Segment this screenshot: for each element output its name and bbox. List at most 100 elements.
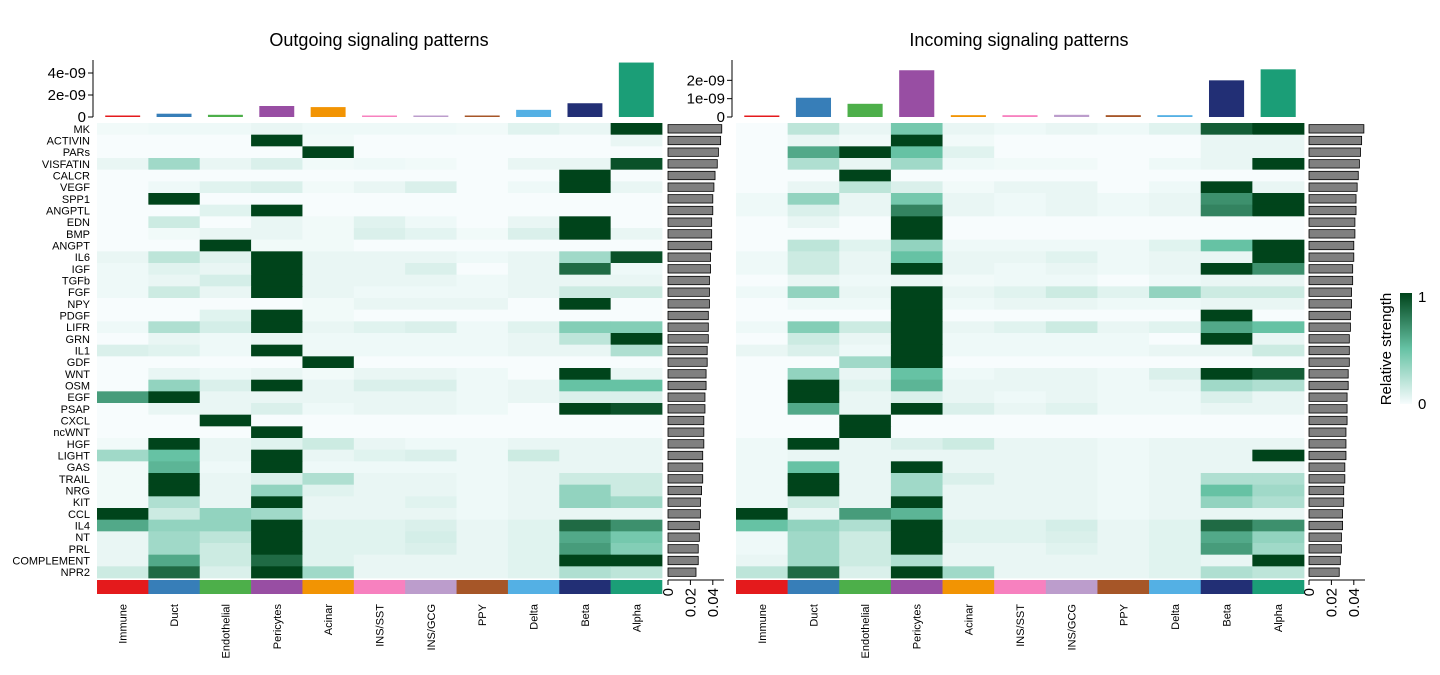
- heatmap-cell: [507, 554, 560, 567]
- right-bar: [1308, 380, 1349, 391]
- heatmap-cell: [1149, 414, 1202, 427]
- legend-min-label: 0: [1418, 396, 1426, 413]
- heatmap-cell: [1045, 239, 1098, 252]
- heatmap-cell: [1252, 204, 1305, 217]
- pathway-label: IL4: [75, 521, 90, 533]
- heatmap-cell: [787, 158, 840, 171]
- heatmap-cell: [994, 333, 1047, 346]
- heatmap-cell: [1045, 414, 1098, 427]
- heatmap-cell: [1045, 403, 1098, 416]
- heatmap-cell: [787, 554, 840, 567]
- heatmap-cell: [1200, 344, 1253, 357]
- heatmap-cell: [610, 426, 663, 439]
- right-axis-tick-label: 0.02: [1323, 588, 1340, 617]
- heatmap-cell: [610, 134, 663, 147]
- heatmap-cell: [994, 193, 1047, 206]
- heatmap-cell: [1200, 554, 1253, 567]
- heatmap-cell: [507, 134, 560, 147]
- heatmap-cell: [507, 216, 560, 229]
- pathway-label: ANGPT: [52, 241, 90, 253]
- heatmap-cell: [199, 484, 252, 497]
- right-bar: [1308, 439, 1347, 449]
- heatmap-cell: [456, 169, 509, 182]
- heatmap-cell: [302, 566, 355, 579]
- heatmap-cell: [353, 566, 406, 579]
- heatmap-cell: [199, 321, 252, 334]
- heatmap-cell: [839, 333, 892, 346]
- heatmap-cell: [839, 286, 892, 299]
- right-bar: [1308, 509, 1343, 519]
- heatmap-cell: [148, 496, 201, 509]
- top-bar: [795, 97, 832, 117]
- heatmap-cell: [610, 146, 663, 159]
- heatmap-cell: [890, 274, 943, 287]
- heatmap-cell: [302, 403, 355, 416]
- heatmap-cell: [1252, 379, 1305, 392]
- heatmap-cell: [942, 333, 995, 346]
- right-bar: [1308, 450, 1347, 461]
- right-bar: [1308, 194, 1357, 204]
- heatmap-cell: [942, 508, 995, 521]
- heatmap-cell: [148, 333, 201, 346]
- heatmap-cell: [994, 508, 1047, 521]
- heatmap-cell: [1097, 391, 1150, 404]
- heatmap-cell: [456, 204, 509, 217]
- heatmap-cell: [994, 543, 1047, 556]
- heatmap-cell: [199, 333, 252, 346]
- right-bar: [1308, 404, 1348, 414]
- heatmap-cell: [942, 298, 995, 311]
- heatmap-cell: [97, 309, 149, 322]
- heatmap-cell: [353, 356, 406, 369]
- heatmap-cell: [1097, 368, 1150, 381]
- heatmap-cell: [787, 461, 840, 474]
- heatmap-cell: [736, 204, 789, 217]
- cell-type-label: Alpha: [1273, 603, 1285, 632]
- heatmap-cell: [1045, 181, 1098, 194]
- heatmap-cell: [890, 333, 943, 346]
- cell-type-label: INS/GCG: [1067, 604, 1079, 650]
- heatmap-cell: [610, 239, 663, 252]
- heatmap-cell: [942, 146, 995, 159]
- heatmap-cell: [559, 298, 612, 311]
- heatmap-cell: [405, 344, 457, 357]
- heatmap-cell: [97, 414, 149, 427]
- heatmap-cell: [736, 333, 789, 346]
- heatmap-cell: [787, 438, 840, 451]
- heatmap-cell: [890, 321, 943, 334]
- outgoing-panel: Outgoing signaling patterns MKACTIVINPARs…: [12, 30, 724, 658]
- heatmap-cell: [199, 496, 252, 509]
- heatmap-cell: [890, 309, 943, 322]
- heatmap-cell: [942, 531, 995, 544]
- legend-max-label: 1: [1418, 289, 1426, 306]
- heatmap-cell: [405, 438, 457, 451]
- heatmap-cell: [148, 391, 201, 404]
- heatmap-cell: [610, 414, 663, 427]
- right-bar: [1308, 497, 1345, 507]
- heatmap-cell: [839, 554, 892, 567]
- heatmap-cell: [405, 531, 457, 544]
- heatmap-cell: [787, 146, 840, 159]
- heatmap-cell: [787, 134, 840, 147]
- heatmap-cell: [302, 449, 355, 462]
- pathway-label: NPY: [67, 299, 90, 311]
- heatmap-cell: [405, 449, 457, 462]
- top-bar: [567, 103, 603, 117]
- pathway-label: HGF: [67, 439, 91, 451]
- heatmap-cell: [148, 543, 201, 556]
- right-bar: [1308, 462, 1346, 472]
- heatmap-cell: [1045, 263, 1098, 276]
- heatmap-cell: [199, 251, 252, 264]
- heatmap-cell: [97, 286, 149, 299]
- heatmap-cell: [1252, 484, 1305, 497]
- heatmap-cell: [1149, 181, 1202, 194]
- heatmap-cell: [507, 333, 560, 346]
- heatmap-cell: [1200, 134, 1253, 147]
- right-axis-tick-label: 0: [1301, 588, 1318, 596]
- heatmap-cell: [1200, 531, 1253, 544]
- heatmap-cell: [507, 309, 560, 322]
- heatmap-cell: [353, 134, 406, 147]
- heatmap-cell: [507, 356, 560, 369]
- heatmap-cell: [456, 298, 509, 311]
- heatmap-cell: [199, 403, 252, 416]
- heatmap-cell: [148, 403, 201, 416]
